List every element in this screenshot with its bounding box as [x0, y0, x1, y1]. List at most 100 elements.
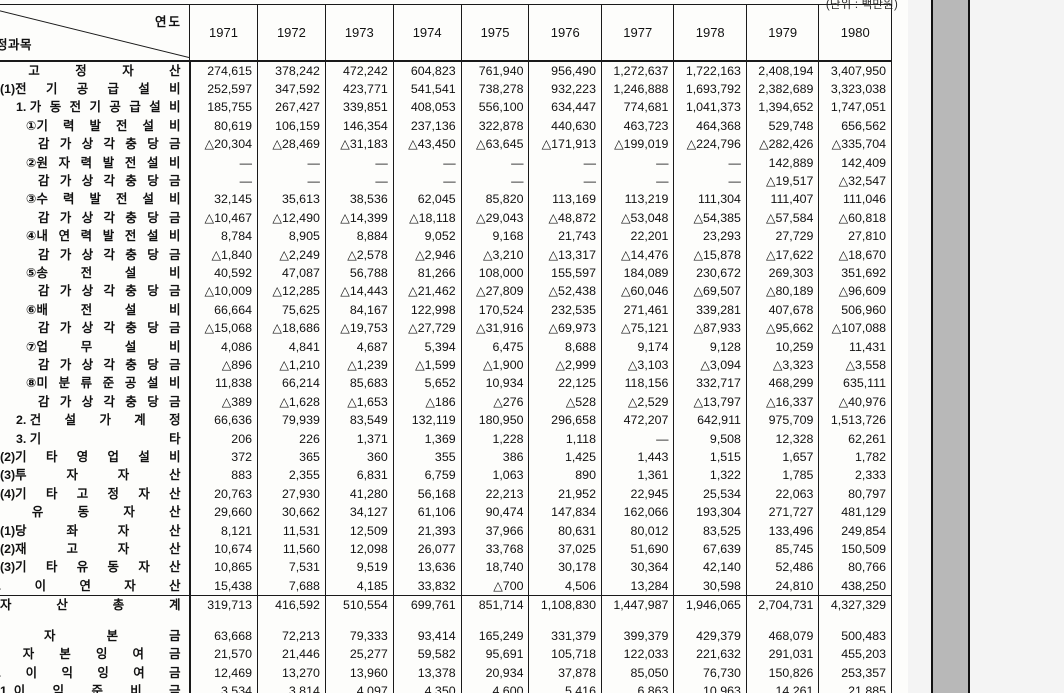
- row-label-cell: Ⅲ. 이 연 자 산: [0, 576, 191, 596]
- table-row: ⑤송 전 설 비 40,592 47,087 56,788 81,266 108,000 155,…: [0, 263, 892, 283]
- table-cell-value: 1,443: [600, 448, 675, 467]
- table-cell-value: △80,189: [745, 282, 820, 301]
- row-label-part: 급: [107, 81, 119, 96]
- table-cell-value: △28,469: [256, 135, 326, 154]
- table-cell-value: 12,469: [189, 663, 258, 682]
- vertical-scrollbar[interactable]: [931, 0, 970, 693]
- table-row: 2. 건 설 가 계 정 66,636 79,939 83,549 132,119 180,950…: [0, 411, 892, 430]
- row-label-part: 금: [169, 394, 181, 409]
- table-cell-value: 322,878: [460, 116, 530, 136]
- table-cell-value: —: [600, 429, 675, 449]
- row-label-part: 비: [169, 339, 181, 354]
- row-label-part: ⑦업: [26, 339, 48, 354]
- table-cell-value: —: [256, 171, 326, 191]
- row-label-part: 충: [125, 137, 137, 152]
- row-label-part: 잉: [97, 665, 109, 680]
- table-cell-value: 956,490: [528, 60, 602, 80]
- row-label-part: 감: [38, 137, 50, 152]
- table-cell-value: 13,378: [392, 663, 462, 682]
- table-cell-value: 1,361: [600, 466, 675, 485]
- table-row: 감 가 상 각 충 당 금 △10,009 △12,285 △14,443 △21,462 △27,8…: [0, 282, 892, 301]
- table-cell-value: 13,284: [600, 576, 675, 596]
- row-label-part: 가: [59, 247, 72, 262]
- table-cell-value: 61,106: [392, 503, 462, 522]
- table-cell-value: 4,506: [528, 576, 602, 596]
- table-cell-value: 113,169: [528, 190, 602, 209]
- table-row: ⑦업 무 설 비 4,086 4,841 4,687 5,394 6,475 8,688 9,174…: [0, 337, 892, 356]
- table-cell-value: 59,582: [392, 645, 462, 664]
- row-label-part: 연: [58, 229, 70, 244]
- row-label-part: 산: [56, 598, 68, 613]
- row-label-cell: ⑤송 전 설 비: [0, 263, 191, 283]
- table-row: Ⅱ.유동자산29,66030,66234,12761,10690,474147,…: [0, 503, 892, 522]
- row-label-cell: 1. 이 익 준 비 금: [0, 681, 191, 693]
- table-cell-value: 699,761: [392, 595, 462, 615]
- table-cell-value: 932,223: [528, 79, 602, 99]
- row-label-cell: ⑥배 전 설 비: [0, 300, 191, 320]
- table-cell-value: △17,622: [745, 245, 820, 264]
- row-label-part: 설: [124, 339, 137, 354]
- table-cell-value: 221,632: [673, 645, 747, 664]
- table-cell-value: 42,140: [673, 558, 747, 577]
- row-label-part: 설: [149, 100, 161, 115]
- row-label-part: 금: [169, 683, 181, 693]
- table-cell-value: 851,714: [460, 595, 530, 615]
- table-cell-value: 347,592: [256, 79, 326, 99]
- table-cell-value: 1,228: [460, 429, 530, 449]
- row-label-part: 감: [38, 358, 50, 372]
- table-cell-value: 162,066: [600, 503, 675, 522]
- table-cell-value: 8,884: [324, 227, 394, 246]
- table-cell-value: 1,693,792: [673, 79, 747, 99]
- table-cell-value: 106,159: [256, 116, 326, 136]
- table-row: (1)당 좌 자 산 8,121 11,531 12,509 21,393 37,966 80,6…: [0, 521, 892, 541]
- table-cell-value: 1,371: [324, 429, 394, 449]
- table-cell-value: 1,946,065: [673, 595, 747, 615]
- table-cell-value: 11,431: [818, 337, 892, 356]
- row-label-part: 산: [169, 505, 181, 520]
- table-row: ④내 연 력 발 전 설 비 8,784 8,905 8,884 9,052 9,168 21,743 2…: [0, 227, 892, 246]
- row-label-part: 각: [103, 284, 115, 299]
- table-cell-value: 9,168: [460, 227, 530, 246]
- row-label-cell: ⑧미 분 류 준 공 설 비: [0, 374, 191, 393]
- row-label-part: 감: [38, 173, 50, 188]
- row-label-part: ⑧미: [26, 376, 48, 391]
- table-cell-value: 408,053: [392, 98, 462, 117]
- table-cell-value: 133,496: [745, 521, 820, 541]
- table-cell-value: 80,797: [818, 484, 892, 504]
- table-cell-value: △48,872: [528, 208, 602, 228]
- table-cell-value: △3,103: [600, 356, 675, 375]
- table-cell-value: △75,121: [600, 319, 675, 338]
- table-cell-value: 269,303: [745, 263, 820, 283]
- table-cell-value: △63,645: [460, 135, 530, 154]
- row-label-part: 금: [169, 665, 181, 680]
- table-cell-value: △2,999: [528, 356, 602, 375]
- table-cell-value: 85,050: [600, 663, 675, 682]
- row-label-part: 당: [147, 358, 159, 372]
- table-cell-value: —: [460, 153, 530, 172]
- section-gap-cell: [600, 614, 675, 627]
- table-cell-value: 18,740: [460, 558, 530, 577]
- table-row: ⑧미 분 류 준 공 설 비 11,838 66,214 85,683 5,652 10,934 22,…: [0, 374, 892, 393]
- table-cell-value: △69,973: [528, 319, 602, 338]
- table-cell-value: 146,354: [324, 116, 394, 136]
- table-cell-value: —: [392, 153, 462, 172]
- table-cell-value: 274,615: [189, 60, 258, 80]
- row-label-part: 산: [169, 486, 181, 501]
- table-cell-value: 170,524: [460, 300, 530, 320]
- table-cell-value: 79,333: [324, 626, 394, 646]
- table-cell-value: 27,729: [745, 227, 820, 246]
- column-header-year: 1972: [256, 4, 326, 62]
- table-cell-value: △3,558: [818, 356, 892, 375]
- row-label-part: 력: [80, 155, 93, 170]
- row-label-part: 충: [125, 173, 137, 188]
- table-cell-value: 656,562: [818, 116, 892, 136]
- row-label-part: 비: [130, 683, 142, 693]
- row-label-part: 충: [125, 284, 137, 299]
- row-label-cell: (2)재 고 자 산: [0, 540, 191, 559]
- row-label-cell: (2)기 타 영 업 설 비: [0, 448, 191, 467]
- table-cell-value: △18,686: [256, 319, 326, 338]
- row-label-part: 가: [59, 358, 72, 372]
- table-cell-value: 331,379: [528, 626, 602, 646]
- table-cell-value: 7,688: [256, 576, 326, 596]
